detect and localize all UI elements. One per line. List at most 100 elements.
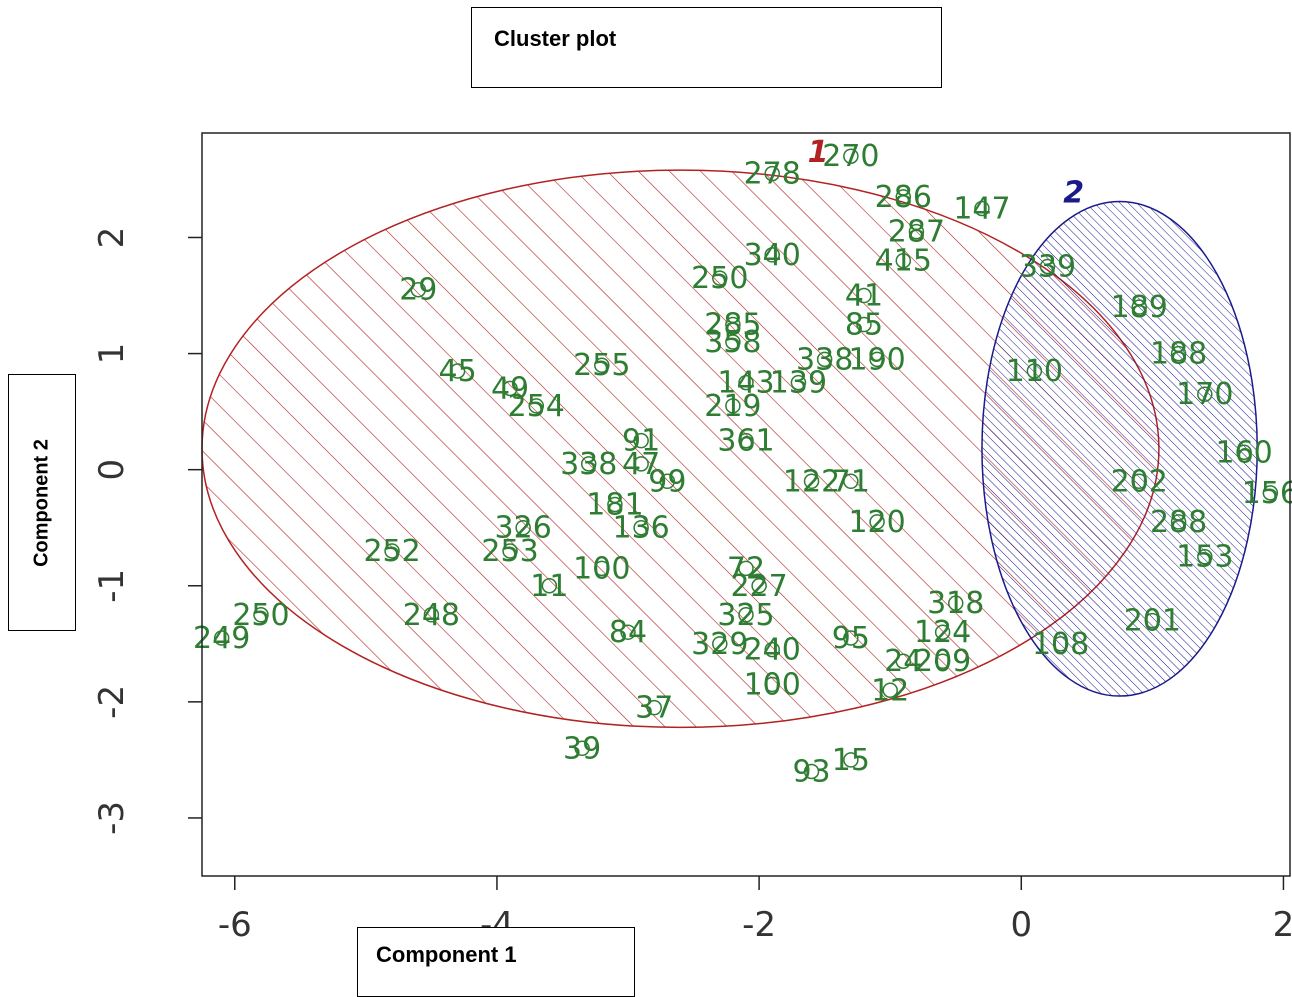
data-point-label: 288 — [1150, 505, 1207, 540]
data-point-marker — [751, 578, 767, 594]
data-point-marker — [764, 641, 780, 658]
data-point-label: 147 — [953, 191, 1010, 226]
data-point-label: 99 — [648, 464, 686, 499]
data-point-label: 270 — [822, 139, 879, 174]
data-point-marker — [594, 560, 610, 577]
data-point-marker — [528, 398, 545, 414]
data-point-marker — [1197, 386, 1213, 402]
data-point-label: 45 — [439, 354, 477, 389]
data-point-label: 122 — [783, 464, 840, 499]
data-point-marker — [1170, 514, 1187, 530]
data-point-label: 325 — [717, 598, 774, 633]
data-point-marker — [712, 636, 728, 652]
data-point-label: 202 — [1111, 464, 1168, 499]
data-point-label: 209 — [914, 644, 971, 679]
x-tick-label: 2 — [1273, 905, 1292, 945]
data-point-marker — [1170, 345, 1187, 362]
data-point-label: 255 — [573, 348, 630, 383]
data-point-marker — [502, 543, 518, 559]
data-point-marker — [895, 653, 912, 669]
data-point-marker — [541, 578, 558, 594]
data-point-marker — [1026, 363, 1043, 379]
data-point-marker — [974, 200, 990, 217]
x-tick-label: -2 — [742, 905, 776, 945]
data-point-marker — [725, 398, 741, 414]
cluster-number-label: 2 — [1063, 176, 1084, 211]
data-point-label: 153 — [1176, 540, 1233, 575]
data-point-label: 108 — [1032, 627, 1089, 662]
data-point-marker — [843, 473, 859, 490]
data-point-marker — [607, 496, 623, 513]
data-point-marker — [856, 287, 872, 304]
data-point-label: 85 — [845, 308, 883, 343]
data-point-label: 338 — [560, 447, 617, 482]
data-point-label: 110 — [1006, 354, 1063, 389]
data-point-label: 49 — [491, 371, 529, 406]
data-point-marker — [843, 148, 859, 164]
chart-title: Cluster plot — [494, 26, 617, 51]
data-point-marker — [410, 281, 427, 298]
data-point-marker — [764, 676, 780, 693]
data-point-marker — [882, 682, 898, 698]
data-point-label: 338 — [796, 342, 853, 377]
data-point-marker — [574, 740, 590, 757]
data-point-marker — [594, 357, 610, 373]
data-point-label: 361 — [717, 424, 774, 459]
data-point-label: 248 — [403, 598, 460, 633]
y-tick-label: -2 — [92, 685, 132, 719]
data-point-marker — [934, 624, 951, 640]
data-point-label: 139 — [770, 366, 827, 401]
y-tick-label: 0 — [92, 459, 132, 481]
data-point-label: 252 — [363, 534, 420, 569]
data-point-label: 84 — [609, 615, 647, 650]
data-point-marker — [738, 560, 754, 577]
data-point-marker — [659, 473, 676, 490]
data-point-marker — [1052, 636, 1069, 652]
data-point-label: 358 — [704, 325, 761, 360]
data-point-marker — [856, 316, 872, 333]
data-point-label: 189 — [1111, 290, 1168, 325]
data-point-label: 100 — [744, 667, 801, 702]
data-point-label: 47 — [622, 447, 660, 482]
data-point-label: 72 — [727, 551, 765, 586]
data-point-label: 340 — [744, 238, 801, 273]
data-point-marker — [502, 380, 518, 397]
data-point-label: 11 — [530, 569, 568, 604]
data-point-label: 250 — [691, 261, 748, 296]
data-point-label: 287 — [888, 215, 945, 250]
cluster-ellipse-2 — [981, 200, 1258, 697]
data-point-label: 160 — [1215, 435, 1272, 470]
data-point-label: 250 — [232, 598, 289, 633]
data-point-marker — [1039, 258, 1056, 275]
data-point-label: 240 — [744, 633, 801, 668]
data-point-marker — [515, 519, 531, 536]
data-point-label: 93 — [792, 755, 830, 790]
data-point-label: 278 — [744, 157, 801, 192]
x-axis-label: Component 1 — [376, 942, 517, 967]
data-point-marker — [895, 252, 912, 269]
plot-frame — [201, 132, 1291, 877]
y-axis-label: Component 2 — [30, 438, 53, 567]
data-point-label: 188 — [1150, 337, 1207, 372]
data-point-label: 318 — [927, 586, 984, 621]
data-point-marker — [869, 514, 885, 530]
data-point-marker — [213, 630, 230, 646]
data-point-label: 37 — [635, 691, 673, 726]
x-tick-label: 0 — [1010, 905, 1032, 945]
data-point-label: 326 — [495, 511, 552, 546]
data-point-label: 91 — [622, 424, 660, 459]
data-point-marker — [738, 432, 754, 449]
data-point-label: 190 — [848, 342, 905, 377]
data-point-marker — [803, 473, 820, 490]
data-point-label: 285 — [704, 308, 761, 343]
data-point-marker — [1236, 444, 1252, 461]
data-point-marker — [1131, 299, 1148, 315]
data-point-label: 201 — [1124, 604, 1181, 639]
data-point-marker — [816, 351, 833, 368]
data-point-label: 415 — [875, 244, 932, 279]
data-point-marker — [908, 223, 925, 240]
data-point-label: 15 — [832, 743, 870, 778]
data-point-label: 143 — [717, 366, 774, 401]
data-point-marker — [253, 607, 269, 623]
